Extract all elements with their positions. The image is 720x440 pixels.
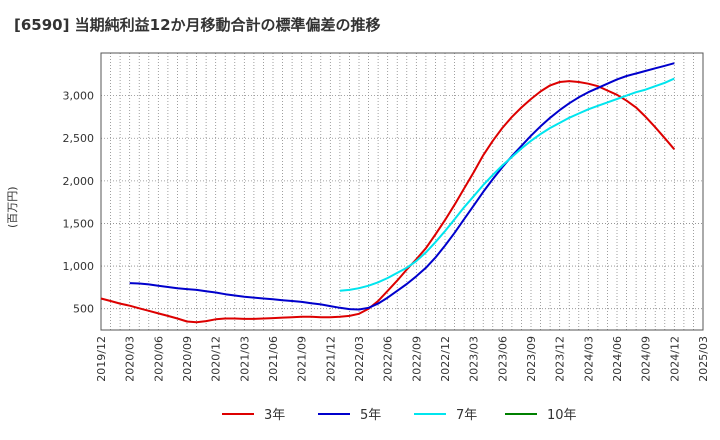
- x-tick-label: 2021/06: [267, 336, 280, 382]
- legend-label: 10年: [547, 408, 577, 423]
- legend-label: 5年: [360, 408, 381, 423]
- series-line-3年: [100, 80, 676, 324]
- x-tick-label: 2022/03: [353, 336, 366, 382]
- x-tick-label: 2021/09: [296, 336, 309, 382]
- x-tick-label: 2023/06: [496, 336, 509, 382]
- x-tick-label: 2024/06: [611, 336, 624, 382]
- x-tick-label: 2024/12: [668, 336, 681, 382]
- x-tick-label: 2020/03: [124, 336, 137, 382]
- x-tick-label: 2023/03: [468, 336, 481, 382]
- y-tick-label: 1,000: [63, 260, 95, 273]
- plot-area: [101, 53, 703, 330]
- plot-frame: [100, 52, 704, 331]
- x-tick-label: 2022/06: [382, 336, 395, 382]
- x-tick-label: 2021/03: [238, 336, 251, 382]
- x-tick-label: 2023/09: [525, 336, 538, 382]
- x-tick-label: 2020/06: [152, 336, 165, 382]
- x-tick-label: 2022/09: [410, 336, 423, 382]
- chart-title: [6590] 当期純利益12か月移動合計の標準偏差の推移: [14, 16, 381, 34]
- x-tick-label: 2024/09: [640, 336, 653, 382]
- x-tick-label: 2020/12: [210, 336, 223, 382]
- legend-label: 7年: [456, 408, 477, 423]
- x-tick-label: 2024/03: [582, 336, 595, 382]
- y-tick-label: 500: [73, 303, 94, 316]
- y-tick-label: 2,500: [63, 132, 95, 145]
- x-tick-label: 2023/12: [554, 336, 567, 382]
- x-tick-label: 2019/12: [95, 336, 108, 382]
- y-tick-label: 2,000: [63, 175, 95, 188]
- series-line-7年: [339, 77, 675, 292]
- x-tick-label: 2025/03: [697, 336, 710, 382]
- x-tick-label: 2022/12: [439, 336, 452, 382]
- legend: 3年 5年 7年 10年: [222, 408, 577, 423]
- x-tick-label: 2021/12: [324, 336, 337, 382]
- legend-label: 3年: [264, 408, 285, 423]
- y-tick-label: 1,500: [63, 217, 95, 230]
- y-tick-label: 3,000: [63, 90, 95, 103]
- series-line-5年: [129, 62, 675, 311]
- grid-lines: [100, 53, 704, 330]
- x-tick-label: 2020/09: [181, 336, 194, 382]
